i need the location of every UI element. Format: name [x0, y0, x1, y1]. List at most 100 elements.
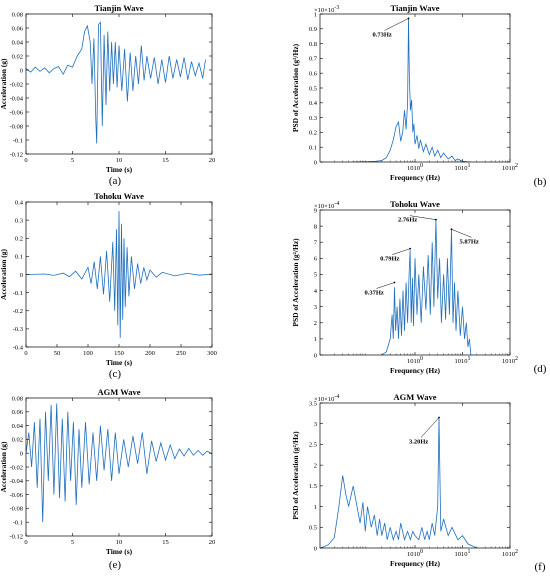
- y-tick-label: 0: [314, 545, 317, 552]
- annotation-arrowhead: [450, 228, 453, 231]
- annotation-arrow: [420, 417, 440, 438]
- y-tick-label: -0.06: [9, 109, 23, 116]
- y-tick-label: 1.5: [309, 483, 317, 490]
- y-tick-label: -0.04: [9, 95, 23, 102]
- annotation-arrowhead: [409, 247, 412, 250]
- annotation-arrowhead: [393, 281, 396, 284]
- x-tick-exponent: 2: [515, 163, 518, 169]
- x-tick-label: 10100: [407, 356, 423, 365]
- panel-label: (c): [109, 368, 122, 380]
- y-tick-label: 0.3: [309, 115, 317, 122]
- panel-e: 0 5 10 15 20 -0.12 -0.1 -0.08 -0.06 -0.04 -0.02 0 0.…: [0, 387, 215, 571]
- annotation-label: 3.20Hz: [409, 439, 428, 446]
- y-tick-label: 0.8: [309, 41, 317, 48]
- y-tick-label: -0.02: [9, 81, 23, 88]
- x-axis-label: Frequency (Hz): [390, 173, 441, 182]
- annotation-arrow: [376, 282, 395, 289]
- y-multiplier-exponent: -4: [334, 201, 339, 207]
- x-tick-label: 100: [83, 350, 93, 357]
- y-tick-label: 0: [20, 272, 23, 279]
- x-tick-label: 0: [24, 539, 27, 546]
- series-line-e-0: [26, 403, 212, 523]
- y-tick-label: 5: [314, 272, 317, 279]
- annotation-arrowhead: [438, 416, 440, 419]
- panel-c: 0 50 100 150 200 250 300 -0.4 -0.3 -0.2 -0.1 0 0.1 0.…: [0, 191, 217, 380]
- y-tick-label: -0.1: [13, 290, 23, 297]
- x-tick-label: 10100: [407, 163, 423, 172]
- annotation-arrow: [384, 18, 409, 31]
- plot-frame: [25, 397, 213, 537]
- panel-label: (e): [109, 559, 122, 571]
- y-tick-label: 0.6: [309, 71, 318, 78]
- y-tick-label: 0: [314, 159, 317, 166]
- y-axis-label: PSD of Acceleration (g²/Hz): [291, 43, 300, 132]
- y-tick-label: 0: [314, 352, 317, 359]
- y-multiplier-label: ×10×10-4: [314, 394, 339, 403]
- y-tick-label: -0.2: [13, 308, 23, 315]
- x-tick-label: 15: [162, 157, 169, 164]
- y-tick-label: -0.04: [9, 478, 23, 485]
- y-multiplier-exponent: -3: [334, 5, 339, 11]
- y-tick-label: 0.5: [309, 85, 317, 92]
- x-tick-label: 10: [116, 539, 123, 546]
- x-tick-label: 20: [209, 539, 216, 546]
- y-tick-label: 0.08: [12, 11, 23, 18]
- y-multiplier-exponent: -4: [334, 394, 339, 400]
- x-tick-label: 10102: [502, 549, 518, 558]
- annotation-arrow: [392, 248, 411, 255]
- panel-label: (f): [535, 561, 546, 573]
- y-tick-label: 0.08: [12, 395, 23, 402]
- plot-frame: [319, 402, 511, 549]
- x-tick-label: 10100: [407, 549, 423, 558]
- y-tick-label: -0.12: [9, 533, 23, 540]
- y-tick-label: 0: [20, 67, 23, 74]
- x-tick-exponent: 0: [420, 356, 423, 362]
- y-tick-label: 0: [20, 451, 23, 458]
- y-tick-label: 1: [314, 336, 317, 343]
- chart-title: Tianjin Wave: [390, 3, 439, 13]
- x-tick-label: 50: [54, 350, 61, 357]
- series-line-c-0: [26, 211, 212, 338]
- series-line-d-0: [381, 219, 472, 355]
- y-tick-label: 3: [314, 304, 317, 311]
- x-tick-label: 200: [145, 350, 155, 357]
- chart-title: AGM Wave: [97, 387, 140, 397]
- x-tick-label: 20: [209, 157, 216, 164]
- annotation-label: 5.87Hz: [460, 238, 479, 245]
- x-tick-label: 300: [207, 350, 217, 357]
- panel-label: (d): [534, 363, 547, 375]
- annotation-label: 0.37Hz: [364, 290, 383, 297]
- y-tick-label: 3.5: [309, 400, 317, 407]
- x-tick-exponent: 0: [420, 163, 423, 169]
- x-tick-exponent: 1: [468, 163, 471, 169]
- x-tick-label: 10101: [455, 549, 471, 558]
- x-tick-label: 5: [71, 157, 74, 164]
- y-tick-label: -0.12: [9, 151, 23, 158]
- annotation-label: 0.73Hz: [373, 31, 392, 38]
- y-tick-label: 3: [314, 421, 317, 428]
- y-tick-label: 0.4: [15, 199, 24, 206]
- y-tick-label: 0.4: [309, 100, 318, 107]
- x-tick-label: 10101: [455, 163, 471, 172]
- y-tick-label: -0.06: [9, 492, 23, 499]
- y-tick-label: 0.02: [12, 437, 23, 444]
- y-axis-label: PSD of Acceleration (g²/Hz): [291, 238, 300, 327]
- series-line-f-0: [320, 417, 477, 548]
- y-tick-label: -0.08: [9, 506, 23, 513]
- y-tick-label: 0.02: [12, 53, 23, 60]
- y-tick-label: 1: [314, 11, 317, 18]
- annotation-label: 0.79Hz: [380, 256, 399, 263]
- y-tick-label: -0.08: [9, 123, 23, 130]
- x-axis-label: Time (s): [106, 358, 133, 367]
- annotation-label: 2.76Hz: [398, 217, 417, 224]
- plot-frame: [25, 13, 213, 155]
- y-tick-label: 0.06: [12, 25, 24, 32]
- x-tick-label: 250: [176, 350, 186, 357]
- x-tick-exponent: 0: [420, 549, 423, 555]
- x-tick-label: 5: [71, 539, 74, 546]
- x-tick-label: 10: [116, 157, 123, 164]
- y-tick-label: -0.02: [9, 464, 23, 471]
- chart-title: Tohoku Wave: [94, 191, 144, 201]
- annotation-arrow: [409, 215, 436, 220]
